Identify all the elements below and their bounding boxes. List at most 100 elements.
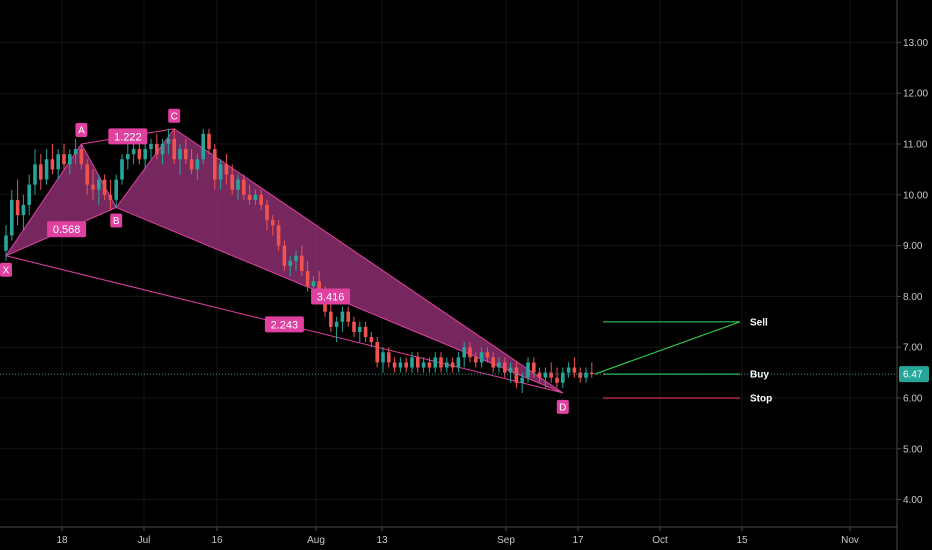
candle (520, 372, 524, 393)
candle-body (578, 372, 582, 378)
ratio-label-text: 1.222 (114, 131, 142, 143)
candle (218, 159, 223, 190)
candle (4, 225, 8, 261)
candle (108, 179, 113, 211)
candle (491, 352, 495, 373)
point-label-x: X (0, 262, 12, 277)
candle (282, 240, 287, 271)
candle-body (259, 194, 263, 205)
candle (10, 189, 14, 241)
candle (91, 169, 95, 200)
candle (137, 144, 142, 165)
candle (392, 357, 397, 373)
candle-body (213, 149, 217, 180)
candle-body (271, 220, 275, 226)
x-tick-label: 13 (376, 535, 388, 546)
point-label-bg (168, 108, 181, 123)
candle-body (102, 179, 107, 195)
ratio-label-text: 0.568 (53, 224, 81, 236)
point-label-bg (75, 123, 88, 137)
candle (334, 316, 339, 343)
candle (445, 357, 449, 373)
candle (160, 138, 165, 165)
level-label-sell: Sell (750, 317, 768, 328)
x-tick-label: Nov (841, 535, 859, 546)
candle (532, 357, 536, 378)
y-tick-label: 12.00 (903, 89, 928, 100)
candle (450, 357, 455, 373)
point-label-text: B (113, 216, 120, 227)
candle (259, 189, 263, 211)
candle (352, 316, 356, 338)
candle-body (305, 271, 310, 287)
candle-body (265, 204, 269, 221)
candle-body (143, 149, 147, 160)
candle-body (381, 352, 385, 363)
ratio-label-bg (108, 128, 148, 145)
candle (102, 174, 107, 200)
candle-body (398, 362, 403, 368)
candle (300, 245, 304, 277)
candle-body (288, 260, 292, 266)
candle-body (300, 255, 304, 271)
y-tick-label: 5.00 (903, 444, 923, 455)
candle (253, 189, 258, 205)
y-tick-label: 4.00 (903, 495, 923, 506)
point-label-bg (110, 213, 123, 228)
candle (184, 138, 188, 165)
candle-body (4, 235, 8, 251)
candle-body (584, 372, 588, 378)
candle (207, 128, 211, 155)
candle (195, 154, 200, 180)
candle (50, 144, 55, 175)
candle-body (73, 149, 78, 155)
candle-body (311, 281, 316, 287)
ratio-label-bg (47, 221, 87, 238)
candle (189, 149, 194, 175)
y-tick-label: 9.00 (903, 241, 923, 252)
candle (572, 357, 577, 378)
candle (416, 352, 420, 373)
candle-body (450, 362, 455, 368)
projection-line (594, 321, 741, 375)
candle (68, 149, 72, 175)
level-label-stop: Stop (750, 394, 772, 405)
candle-body (149, 144, 153, 150)
point-label-c: C (168, 108, 181, 123)
candle (404, 357, 408, 373)
x-tick-label: Aug (307, 535, 325, 546)
candle (172, 128, 176, 165)
candle-body (282, 245, 287, 266)
candle (526, 357, 530, 383)
candle (21, 194, 26, 231)
candle-body (572, 367, 577, 373)
candle-body (439, 357, 443, 368)
candle (462, 342, 466, 368)
y-tick-label: 13.00 (903, 38, 928, 49)
candle (340, 306, 345, 332)
candle (358, 321, 362, 343)
candle (44, 149, 49, 185)
ratio-label: 3.416 (311, 288, 351, 305)
candle (456, 352, 461, 373)
last-price-tag (899, 366, 929, 383)
candle (584, 367, 588, 383)
candle-body (131, 149, 136, 155)
candle (224, 154, 229, 185)
point-label-d: D (556, 399, 569, 414)
candle-body (329, 311, 333, 327)
candle (590, 362, 594, 378)
candle-body (10, 199, 14, 236)
candle (166, 128, 171, 155)
point-label-a: A (75, 123, 88, 137)
candle (375, 337, 379, 368)
candle-body (15, 199, 20, 216)
candle-body (358, 326, 362, 332)
candle (474, 352, 478, 368)
candle-body (201, 133, 205, 160)
candle (39, 154, 43, 190)
point-label-text: C (171, 111, 178, 122)
candle (178, 144, 182, 175)
